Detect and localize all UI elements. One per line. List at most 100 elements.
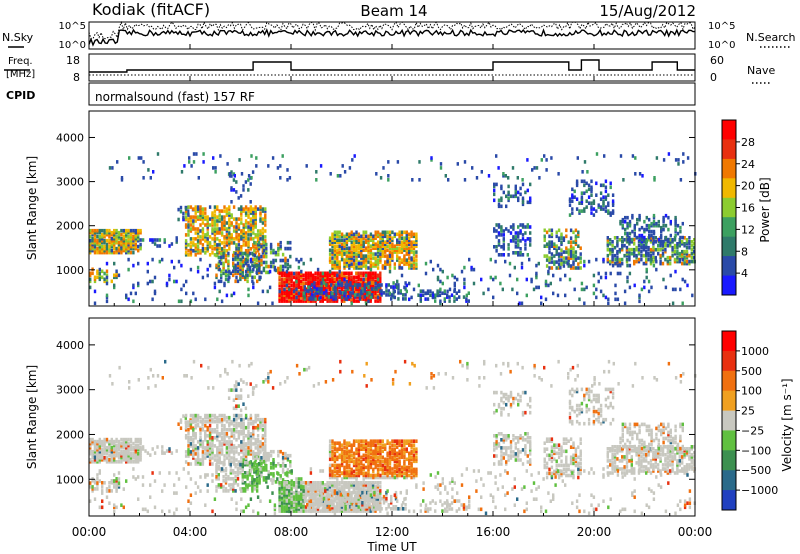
heat-cell — [192, 415, 195, 420]
heat-cell — [386, 236, 389, 240]
heat-cell — [201, 249, 205, 253]
heat-cell — [98, 228, 101, 233]
heat-cell — [321, 487, 324, 491]
heat-cell — [350, 232, 353, 237]
heat-cell — [300, 499, 303, 503]
heat-cell — [189, 237, 193, 241]
heat-cell — [583, 209, 586, 213]
heat-cell — [328, 256, 332, 260]
heat-cell — [405, 283, 408, 288]
heat-cell — [280, 287, 284, 291]
heat-cell — [225, 243, 229, 247]
heat-cell — [535, 166, 539, 170]
heat-cell — [609, 261, 612, 266]
heat-cell — [526, 253, 529, 257]
heat-cell — [105, 449, 109, 454]
heat-cell — [391, 248, 394, 252]
heat-cell — [256, 255, 259, 260]
nsky-trace — [88, 28, 695, 47]
heat-cell — [261, 235, 265, 239]
heat-cell — [681, 221, 684, 226]
heat-cell — [283, 283, 286, 287]
heat-cell — [129, 447, 133, 452]
heat-cell — [335, 485, 339, 489]
heat-cell — [519, 192, 522, 197]
heat-cell — [455, 291, 458, 295]
heat-cell — [262, 244, 266, 249]
heat-cell — [669, 273, 672, 278]
heat-cell — [343, 244, 346, 248]
heat-cell — [666, 261, 669, 266]
heat-cell — [625, 257, 629, 262]
heat-cell — [300, 487, 303, 491]
heat-cell — [611, 263, 615, 268]
heat-cell — [585, 285, 588, 290]
heat-cell — [393, 289, 396, 294]
heat-cell — [257, 242, 261, 247]
heat-cell — [328, 299, 332, 303]
heat-cell — [284, 262, 287, 267]
heat-cell — [676, 259, 679, 264]
heat-cell — [571, 187, 574, 192]
heat-cell — [96, 269, 99, 274]
heat-cell — [597, 205, 600, 209]
heat-cell — [217, 255, 220, 260]
heat-cell — [352, 248, 356, 252]
heat-cell — [232, 456, 236, 460]
heat-cell — [573, 287, 576, 292]
heat-cell — [227, 261, 230, 266]
heat-cell — [105, 232, 109, 237]
heat-cell — [352, 499, 356, 503]
heat-cell — [139, 437, 142, 442]
heat-cell — [390, 297, 393, 301]
heat-cell — [338, 269, 341, 274]
heat-cell — [376, 244, 380, 248]
heat-cell — [302, 261, 305, 266]
heat-cell — [410, 240, 413, 244]
heat-cell — [247, 229, 250, 233]
heat-cell — [367, 234, 370, 239]
heat-cell — [405, 244, 408, 248]
heat-cell — [259, 446, 262, 450]
heat-cell — [184, 239, 188, 243]
heat-cell — [242, 444, 245, 448]
heat-cell — [316, 283, 320, 287]
heat-cell — [467, 291, 470, 295]
heat-cell — [232, 446, 236, 450]
heat-cell — [251, 479, 254, 483]
heat-cell — [280, 293, 284, 297]
heat-cell — [550, 244, 554, 248]
heat-cell — [609, 249, 612, 254]
heat-cell — [314, 509, 317, 513]
heat-cell — [189, 413, 193, 418]
heat-cell — [338, 260, 341, 264]
heat-cell — [388, 254, 392, 258]
heat-cell — [196, 446, 200, 450]
heat-cell — [595, 257, 598, 262]
heat-cell — [230, 293, 233, 298]
heat-cell — [125, 451, 128, 456]
power-heatmap — [89, 152, 697, 306]
heat-cell — [239, 251, 242, 256]
heat-cell — [575, 183, 579, 188]
heat-cell — [397, 287, 400, 291]
heat-cell — [352, 252, 356, 256]
heat-cell — [374, 279, 377, 284]
heat-cell — [379, 279, 382, 284]
heat-cell — [201, 207, 205, 211]
heat-cell — [362, 271, 365, 276]
heat-cell — [224, 277, 228, 282]
heat-cell — [381, 240, 384, 244]
heat-cell — [336, 273, 339, 278]
heat-cell — [352, 299, 356, 303]
heat-cell — [355, 262, 358, 266]
heat-cell — [295, 283, 298, 287]
heat-cell — [676, 249, 679, 254]
heat-cell — [562, 264, 566, 268]
heat-cell — [324, 285, 327, 289]
heat-cell — [357, 246, 361, 250]
heat-cell — [98, 439, 101, 444]
heat-cell — [265, 466, 268, 470]
heat-cell — [199, 215, 202, 219]
heat-cell — [277, 242, 280, 247]
